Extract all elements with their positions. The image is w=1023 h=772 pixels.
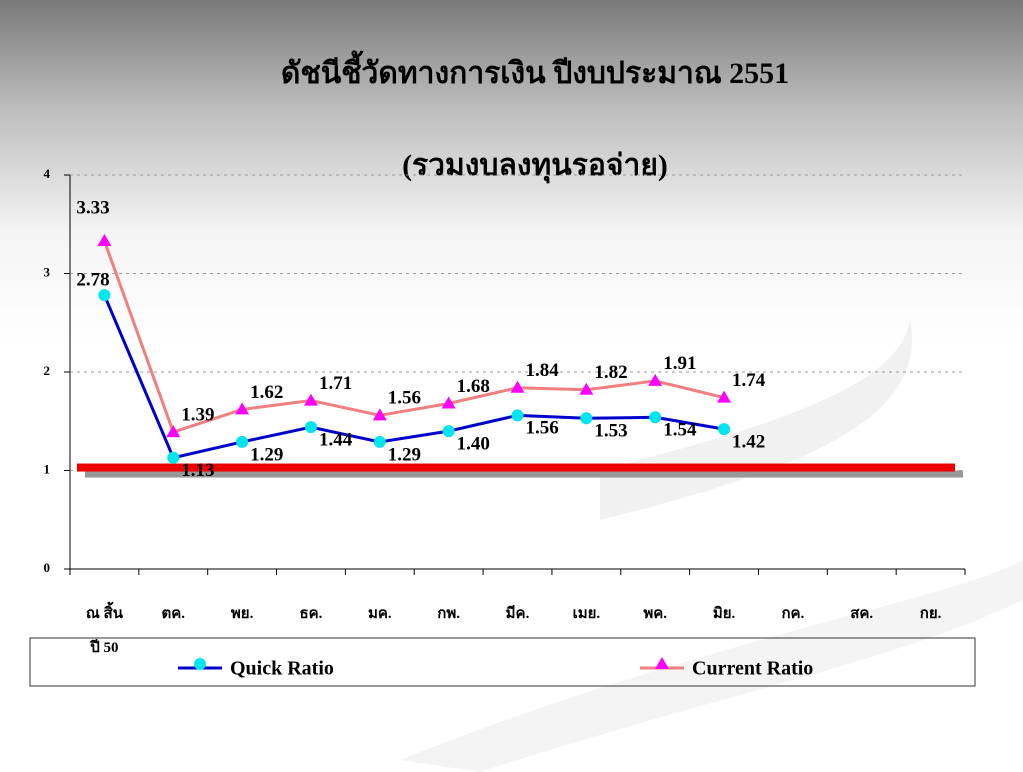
data-label: 1.84 [526,360,560,381]
series-line [103,294,725,460]
series-line [103,240,725,434]
marker [648,373,663,386]
data-label: 1.40 [457,433,490,454]
x-tick-label: กย. [919,606,942,622]
decoration [400,560,1023,772]
x-tick-label: สค. [850,606,874,622]
x-tick-label: เมย. [572,606,601,622]
marker [235,402,250,415]
marker [579,382,594,395]
x-tick-label: มค. [367,606,392,622]
data-label: 1.13 [181,460,214,481]
data-label: 1.39 [181,404,214,425]
data-label: 1.74 [732,370,766,391]
x-tick-label: กพ. [437,606,460,622]
data-label: 3.33 [76,197,109,218]
data-label: 1.91 [663,353,696,374]
data-label: 1.53 [594,421,627,442]
data-label: 1.56 [526,418,559,439]
marker [304,421,317,434]
reference-line [77,463,955,472]
marker [717,390,732,403]
data-label: 1.62 [250,382,283,403]
reference-shadow [85,470,963,478]
chart-title: ดัชนีชี้วัดทางการเงิน ปีงบประมาณ 2551 [281,50,789,90]
marker [511,409,524,422]
marker [655,657,669,669]
x-tick-label: ธค. [299,606,323,622]
y-tick-label: 4 [44,166,51,181]
marker [303,393,318,406]
data-label: 2.78 [76,270,109,291]
x-tick-label: มีค. [505,606,530,622]
y-tick-label: 3 [44,264,51,279]
data-label: 1.29 [388,444,421,465]
marker [194,658,206,670]
y-tick-label: 0 [44,560,51,575]
x-tick-label: ตค. [161,606,186,622]
y-tick-label: 1 [44,461,51,476]
x-tick-label: มิย. [712,606,736,622]
marker [441,396,456,409]
marker [442,425,455,438]
marker [166,425,181,438]
marker [580,412,593,425]
chart-subtitle: (รวมงบลงทุนรอจ่าย) [402,149,668,184]
data-label: 1.29 [250,444,283,465]
marker [373,435,386,448]
marker [98,289,111,302]
x-tick-label: พค. [643,606,668,622]
x-tick-label: กค. [781,606,805,622]
marker [510,380,525,393]
legend-label: Quick Ratio [230,658,334,680]
data-label: 1.44 [319,430,353,451]
data-label: 1.42 [732,431,765,452]
data-label: 1.82 [594,362,627,383]
x-tick-label: พย. [230,606,254,622]
x-tick-label: ณ สิ้น ปี 50 [85,606,123,656]
data-label: 1.68 [457,376,490,397]
marker [236,435,249,448]
legend-box [29,637,976,687]
data-label: 1.71 [319,373,352,394]
data-label: 1.54 [663,420,697,441]
data-label: 1.56 [388,388,421,409]
legend-label: Current Ratio [692,658,813,680]
marker [372,408,387,421]
marker [97,233,112,246]
marker [649,411,662,424]
marker [167,451,180,464]
marker [718,423,731,436]
y-tick-label: 2 [44,363,51,378]
decoration [600,320,913,520]
